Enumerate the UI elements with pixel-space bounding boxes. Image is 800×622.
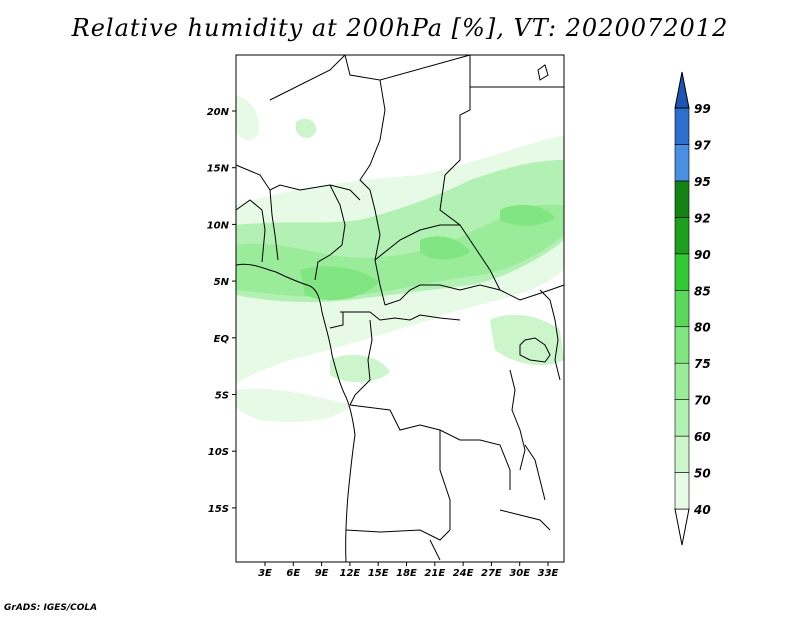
map-borders bbox=[235, 54, 565, 563]
lon-label: 24E bbox=[453, 568, 474, 579]
colorbar-segment bbox=[674, 362, 690, 400]
colorbar-segment bbox=[674, 253, 690, 291]
lon-label: 33E bbox=[538, 568, 559, 579]
colorbar-segment bbox=[674, 144, 690, 182]
lon-label: 3E bbox=[258, 568, 272, 579]
colorbar-label: 80 bbox=[694, 321, 711, 335]
colorbar-segment bbox=[674, 180, 690, 218]
lon-label: 9E bbox=[315, 568, 329, 579]
colorbar-segment bbox=[674, 107, 690, 145]
colorbar-label: 60 bbox=[694, 430, 711, 444]
colorbar-label: 90 bbox=[694, 248, 711, 262]
colorbar-label: 50 bbox=[694, 467, 711, 481]
colorbar-segment bbox=[674, 399, 690, 437]
lon-label: 15E bbox=[368, 568, 389, 579]
lon-label: 12E bbox=[340, 568, 361, 579]
colorbar-segment bbox=[674, 289, 690, 328]
lon-label: 21E bbox=[424, 568, 445, 579]
chart-title: Relative humidity at 200hPa [%], VT: 202… bbox=[71, 14, 729, 42]
lat-label: 15N bbox=[207, 164, 230, 175]
longitude-axis: 3E 6E 9E 12E 15E 18E 21E 24E 27E 30E 33E bbox=[258, 562, 559, 579]
colorbar-segment bbox=[674, 217, 690, 255]
lat-label: 15S bbox=[208, 504, 229, 515]
lat-label: 20N bbox=[207, 107, 230, 118]
lat-label: 5N bbox=[214, 277, 230, 288]
credit-text: GrADS: IGES/COLA bbox=[4, 603, 98, 613]
latitude-axis: 20N 15N 10N 5N EQ 5S 10S 15S bbox=[207, 107, 236, 515]
lat-label: 10S bbox=[208, 447, 229, 458]
colorbar-label: 92 bbox=[694, 211, 711, 225]
colorbar-label: 70 bbox=[694, 394, 711, 408]
lon-label: 18E bbox=[396, 568, 417, 579]
colorbar-label: 85 bbox=[694, 284, 711, 298]
lat-label: EQ bbox=[214, 334, 230, 345]
colorbar-label: 95 bbox=[694, 175, 711, 189]
lon-label: 27E bbox=[481, 568, 502, 579]
colorbar-label: 97 bbox=[694, 138, 711, 152]
humidity-shading bbox=[236, 95, 564, 422]
colorbar-label: 75 bbox=[694, 357, 711, 371]
colorbar-min-arrow bbox=[674, 508, 690, 546]
colorbar-segment bbox=[674, 472, 690, 510]
colorbar-label: 40 bbox=[693, 503, 711, 517]
lon-label: 6E bbox=[286, 568, 300, 579]
colorbar-label: 99 bbox=[694, 102, 711, 116]
lon-label: 30E bbox=[509, 568, 530, 579]
colorbar: 40 50 60 70 75 80 85 90 92 95 97 99 bbox=[674, 71, 711, 546]
colorbar-segment bbox=[674, 326, 690, 364]
lat-label: 5S bbox=[215, 391, 229, 402]
colorbar-segment bbox=[674, 435, 690, 473]
colorbar-max-arrow bbox=[674, 71, 690, 109]
map-frame bbox=[235, 54, 565, 563]
lat-label: 10N bbox=[207, 220, 230, 231]
